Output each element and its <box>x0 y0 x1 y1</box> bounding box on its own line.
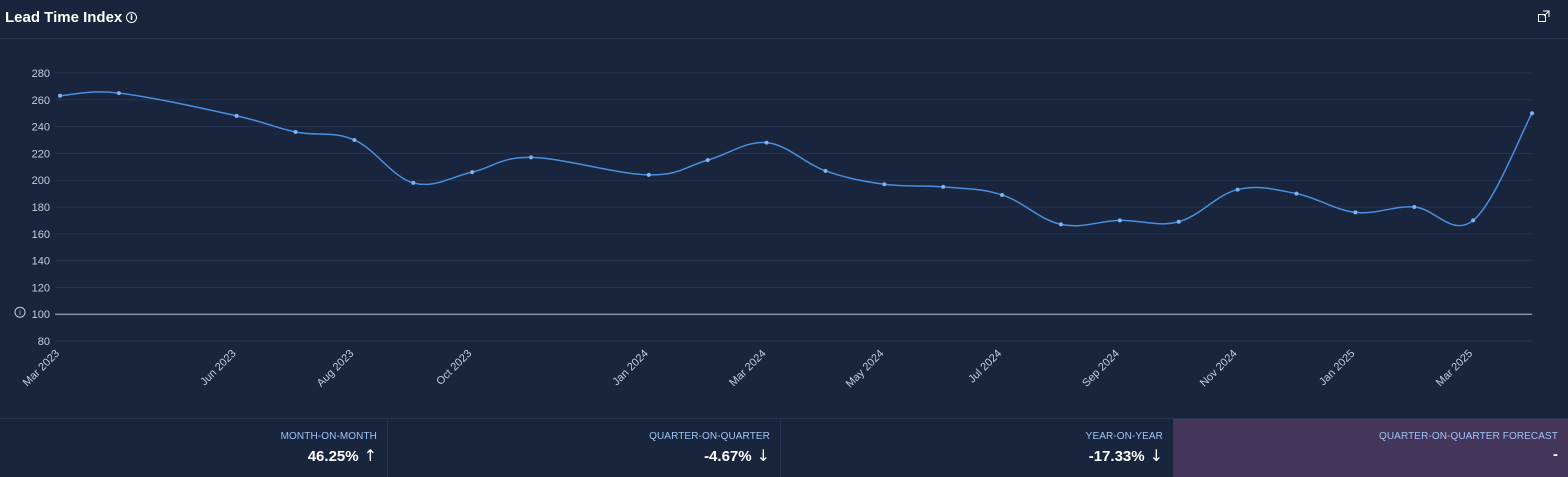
data-point <box>1117 218 1122 223</box>
data-point <box>58 93 62 98</box>
expand-icon[interactable] <box>1538 10 1550 22</box>
stat-quarter-on-quarter: QUARTER-ON-QUARTER -4.67% ↓ <box>388 419 781 477</box>
y-tick-label: 140 <box>32 256 50 268</box>
data-point <box>1000 192 1005 197</box>
x-tick-label: Jun 2023 <box>198 348 238 388</box>
widget-header: Lead Time Index i <box>0 0 1568 39</box>
arrow-down-icon: ↓ <box>756 446 770 465</box>
x-tick-label: Jan 2024 <box>610 348 650 388</box>
reference-info-icon <box>14 306 26 318</box>
stat-label: MONTH-ON-MONTH <box>280 431 377 442</box>
data-point <box>470 170 475 175</box>
data-point <box>352 138 357 142</box>
data-point <box>293 129 298 134</box>
stat-month-on-month: MONTH-ON-MONTH 46.25% ↑ <box>0 419 388 477</box>
arrow-up-icon: ↑ <box>363 446 377 465</box>
widget-title: Lead Time Index <box>5 9 123 26</box>
x-tick-label: Jul 2024 <box>966 348 1004 386</box>
y-tick-label: 80 <box>38 336 50 348</box>
arrow-down-icon: ↓ <box>1149 446 1163 465</box>
y-tick-label: 260 <box>32 95 50 107</box>
stat-value: 46.25% ↑ <box>307 446 377 465</box>
x-tick-label: Mar 2025 <box>1434 348 1475 389</box>
stat-label: YEAR-ON-YEAR <box>1085 431 1163 442</box>
y-tick-label: 220 <box>32 148 50 160</box>
data-point <box>1058 222 1063 227</box>
x-tick-label: Sep 2024 <box>1080 348 1122 390</box>
x-tick-label: Nov 2024 <box>1198 348 1240 390</box>
series-line <box>59 91 1533 227</box>
stat-value: -17.33% ↓ <box>1088 446 1163 465</box>
data-point <box>1294 191 1299 196</box>
y-tick-label: 200 <box>32 175 50 187</box>
y-tick-label: 280 <box>32 68 50 80</box>
x-tick-label: Oct 2023 <box>434 348 474 388</box>
data-point <box>116 91 121 96</box>
data-point <box>705 158 710 163</box>
data-point <box>1353 210 1358 215</box>
data-point <box>1412 205 1417 209</box>
data-point <box>1176 219 1181 224</box>
data-point <box>1235 187 1240 192</box>
stat-year-on-year: YEAR-ON-YEAR -17.33% ↓ <box>781 419 1173 477</box>
stat-label: QUARTER-ON-QUARTER <box>649 431 770 442</box>
data-point <box>1471 218 1476 223</box>
stats-footer: MONTH-ON-MONTH 46.25% ↑ QUARTER-ON-QUARTE… <box>0 418 1568 477</box>
x-tick-label: Aug 2023 <box>315 348 357 390</box>
data-point <box>529 155 534 160</box>
y-tick-label: 160 <box>32 229 50 241</box>
x-tick-label: Mar 2023 <box>21 348 62 389</box>
reference-info-icon-glyph: i <box>19 309 21 317</box>
x-tick-label: Mar 2024 <box>727 348 768 389</box>
info-icon[interactable]: i <box>126 12 137 23</box>
stat-quarter-on-quarter-forecast: QUARTER-ON-QUARTER FORECAST - <box>1173 419 1568 477</box>
y-tick-label: 180 <box>32 202 50 214</box>
y-tick-label: 100 <box>32 309 50 321</box>
stat-label: QUARTER-ON-QUARTER FORECAST <box>1378 431 1558 442</box>
x-tick-label: Jan 2025 <box>1317 348 1357 388</box>
data-point <box>234 113 239 118</box>
data-point <box>411 180 416 185</box>
line-chart: 80 100 120 140 160 180 200 220 240 260 280 i Mar 202… <box>14 68 1534 391</box>
y-tick-label: 240 <box>32 122 50 134</box>
y-tick-label: 120 <box>32 282 50 294</box>
data-point <box>1530 111 1534 116</box>
data-point <box>823 168 828 173</box>
x-tick-label: May 2024 <box>844 348 887 391</box>
data-point <box>646 172 651 177</box>
data-point <box>764 140 769 145</box>
data-point <box>882 182 887 187</box>
stat-value: - <box>1553 446 1558 463</box>
data-point <box>941 184 946 189</box>
stat-value: -4.67% ↓ <box>704 446 770 465</box>
